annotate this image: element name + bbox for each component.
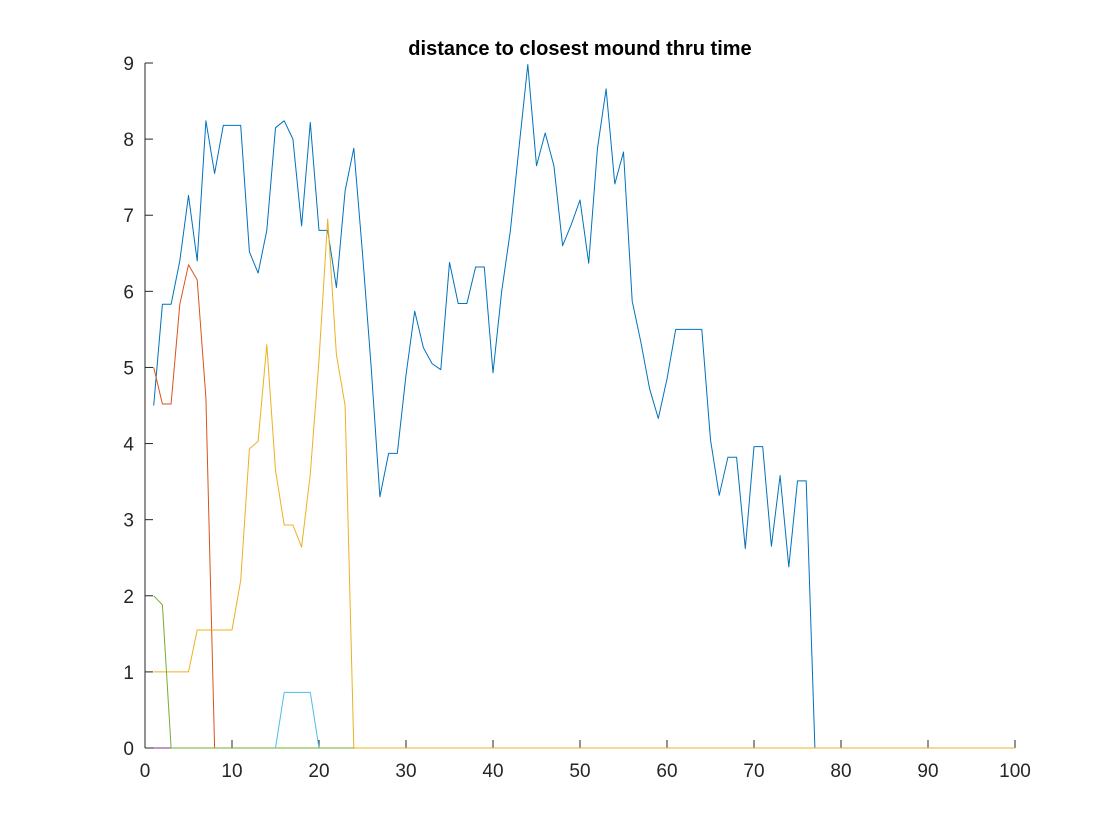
y-tick-label: 8	[123, 130, 134, 151]
series-line-3	[153, 218, 1015, 749]
y-ticks: 0 1 2 3 4 5 6 7 8 9	[123, 54, 153, 760]
y-tick-label: 4	[123, 435, 134, 456]
axes	[144, 63, 1015, 749]
x-tick-label: 50	[569, 761, 590, 782]
x-tick-label: 0	[140, 761, 151, 782]
x-tick-label: 90	[917, 761, 938, 782]
y-tick-label: 2	[123, 587, 134, 608]
y-tick-label: 1	[123, 663, 134, 684]
series-group	[153, 64, 1015, 749]
x-tick-label: 40	[482, 761, 503, 782]
x-tick-label: 70	[743, 761, 764, 782]
x-tick-label: 80	[830, 761, 851, 782]
y-tick-label: 6	[123, 282, 134, 303]
x-tick-label: 100	[999, 761, 1031, 782]
x-tick-label: 30	[395, 761, 416, 782]
x-tick-label: 60	[656, 761, 677, 782]
x-ticks: 0 10 20 30 40 50 60 70 80 90 100	[140, 740, 1031, 782]
series-line-1	[153, 64, 1015, 749]
y-tick-label: 0	[123, 739, 134, 760]
y-tick-label: 9	[123, 54, 134, 75]
y-tick-label: 5	[123, 358, 134, 379]
y-tick-label: 7	[123, 206, 134, 227]
chart-title: distance to closest mound thru time	[408, 38, 751, 60]
x-tick-label: 20	[308, 761, 329, 782]
series-line-6	[275, 691, 320, 749]
y-tick-label: 3	[123, 511, 134, 532]
series-line-5	[153, 595, 354, 749]
x-tick-label: 10	[221, 761, 242, 782]
series-line-2	[153, 264, 354, 749]
